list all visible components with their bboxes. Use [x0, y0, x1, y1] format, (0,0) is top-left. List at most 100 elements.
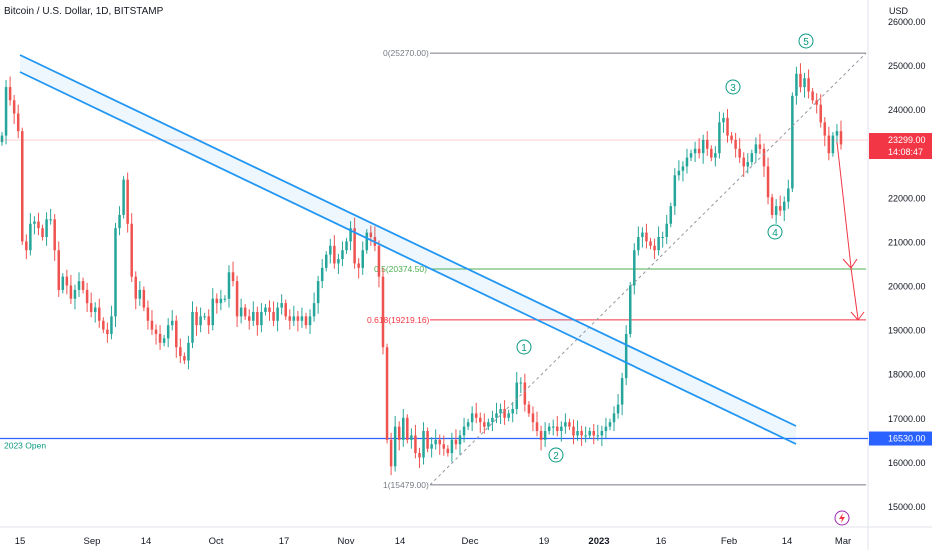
candle-body	[276, 307, 279, 321]
candle-body	[750, 153, 754, 163]
candle-body	[531, 413, 535, 423]
candle-body	[235, 281, 239, 317]
year-open-label: 2023 Open	[4, 441, 46, 451]
candle-body	[353, 228, 356, 264]
candle-body	[410, 435, 413, 440]
candle-body	[758, 144, 762, 149]
x-tick-label: 14	[395, 536, 406, 547]
candle-body	[316, 281, 320, 304]
candle-body	[93, 307, 97, 312]
candle-body	[673, 175, 677, 207]
candle-body	[462, 426, 466, 436]
candle-body	[693, 148, 697, 154]
candle-body	[839, 131, 843, 145]
candle-body	[231, 272, 235, 282]
candle-body	[312, 303, 316, 317]
candle-body	[742, 157, 745, 167]
candle-body	[138, 289, 142, 299]
candle-body	[803, 78, 806, 88]
candle-body	[158, 334, 162, 343]
candle-body	[762, 148, 766, 167]
candle-body	[215, 298, 219, 304]
y-tick-label: 24000.00	[888, 105, 926, 115]
candle-body	[681, 166, 685, 171]
flash-icon[interactable]	[834, 510, 850, 526]
candle-body	[65, 276, 69, 286]
candle-body	[162, 338, 166, 343]
candle-body	[110, 316, 113, 335]
candle-body	[474, 413, 478, 418]
x-tick-label: 15	[15, 536, 26, 547]
x-tick-label: Oct	[209, 536, 224, 547]
candle-body	[564, 422, 567, 427]
candle-body	[195, 311, 198, 326]
candle-body	[503, 408, 506, 418]
candle-body	[637, 236, 640, 251]
candle-body	[807, 78, 810, 92]
candle-body	[329, 245, 332, 255]
candle-body	[377, 245, 381, 277]
candle-body	[754, 144, 758, 154]
candle-body	[608, 422, 612, 427]
candle-body	[422, 431, 425, 458]
candle-body	[227, 272, 231, 299]
y-tick-label: 20000.00	[888, 282, 926, 292]
candle-body	[418, 453, 421, 458]
candle-body	[791, 95, 794, 189]
projection-arrow-1	[836, 141, 852, 268]
candle-body	[714, 153, 717, 158]
candle-body	[823, 122, 827, 136]
candle-body	[166, 325, 170, 339]
trend-channel-upper	[19, 54, 797, 427]
candle-body	[470, 413, 474, 423]
x-tick-label: Sep	[84, 536, 101, 547]
candle-body	[697, 148, 701, 154]
candle-body	[527, 404, 531, 414]
candle-body	[596, 435, 600, 437]
candle-body	[624, 334, 628, 379]
candle-body	[150, 320, 154, 330]
candle-body	[187, 342, 190, 361]
wave-label-circle	[798, 33, 814, 49]
candle-body	[653, 245, 656, 251]
candle-body	[81, 281, 85, 290]
candle-body	[795, 73, 798, 96]
candle-body	[252, 311, 255, 321]
candle-body	[710, 148, 713, 158]
y-tick-label: 22000.00	[888, 193, 926, 203]
candle-body	[25, 241, 28, 251]
candle-body	[774, 206, 778, 215]
candle-body	[21, 131, 24, 242]
candle-body	[260, 311, 263, 326]
candle-body	[649, 241, 652, 246]
candle-body	[57, 250, 61, 290]
candle-body	[61, 276, 65, 290]
projection-arrow-2-head	[850, 311, 865, 321]
fib-level-label: 0.618(19219.16)	[367, 315, 430, 325]
x-tick-label: Nov	[338, 536, 355, 547]
candle-body	[337, 259, 340, 264]
candle-body	[669, 206, 673, 224]
candle-body	[491, 417, 494, 423]
x-tick-label: 16	[656, 536, 667, 547]
candle-body	[499, 408, 502, 414]
candle-body	[175, 320, 178, 348]
candle-body	[556, 426, 559, 432]
candle-body	[4, 87, 8, 136]
candle-body	[179, 347, 182, 357]
candle-body	[199, 316, 202, 326]
candle-body	[69, 285, 73, 299]
candle-body	[782, 201, 786, 211]
flash-icon-bolt[interactable]	[839, 513, 845, 523]
candle-body	[49, 219, 52, 221]
x-tick-label: 14	[782, 536, 793, 547]
candle-body	[183, 356, 186, 361]
candle-body	[126, 179, 129, 224]
trend-channel-fill	[20, 55, 796, 444]
candle-body	[288, 316, 292, 321]
candle-body	[308, 316, 312, 326]
candle-body	[584, 435, 587, 437]
year-open-tag	[869, 431, 932, 446]
